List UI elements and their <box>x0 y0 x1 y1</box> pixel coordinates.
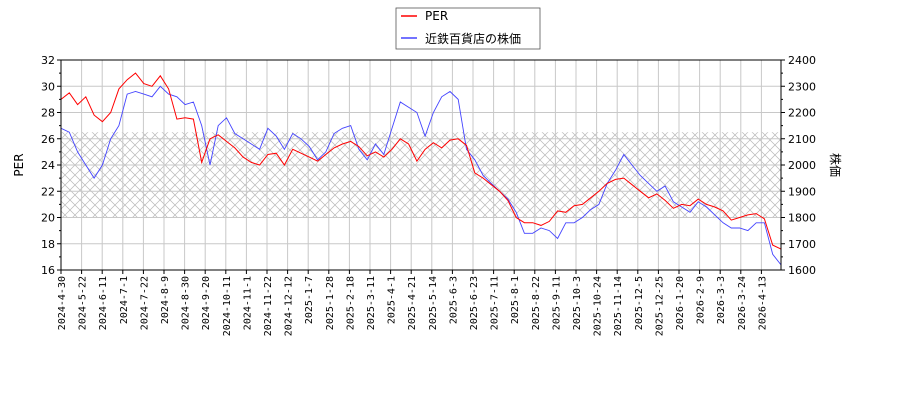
y-left-tick-label: 16 <box>41 264 55 277</box>
y-left-tick-label: 18 <box>41 238 55 251</box>
x-tick-label: 2025-3-11 <box>366 276 377 330</box>
y-left-tick-label: 30 <box>41 80 55 93</box>
y-left-tick-label: 32 <box>41 54 55 67</box>
x-tick-label: 2026-1-20 <box>675 276 686 330</box>
y-left-tick-label: 26 <box>41 133 55 146</box>
x-tick-label: 2025-6-23 <box>469 276 480 330</box>
y-right-tick-label: 1700 <box>788 238 816 251</box>
x-tick-label: 2024-8-9 <box>160 276 171 324</box>
x-tick-label: 2025-4-21 <box>407 276 418 330</box>
y-axis-right: 1600 1700 1800 1900 2000 2100 2200 2300 2400 <box>781 54 816 277</box>
x-tick-label: 2024-7-22 <box>139 276 150 330</box>
legend-price-label: 近鉄百貨店の株価 <box>425 31 521 46</box>
y-left-tick-label: 28 <box>41 107 55 120</box>
x-tick-label: 2025-8-1 <box>510 276 521 324</box>
x-tick-label: 2026-4-13 <box>757 276 768 330</box>
legend: PER 近鉄百貨店の株価 <box>395 7 541 50</box>
x-tick-label: 2025-5-14 <box>428 276 439 330</box>
y-right-tick-label: 2300 <box>788 80 816 93</box>
x-tick-label: 2025-12-5 <box>634 276 645 330</box>
plot-area <box>60 59 782 271</box>
x-tick-label: 2025-6-3 <box>448 276 459 324</box>
x-tick-label: 2024-11-22 <box>263 276 274 336</box>
x-tick-label: 2025-9-11 <box>551 276 562 330</box>
x-tick-label: 2024-8-30 <box>181 276 192 330</box>
x-tick-label: 2025-1-7 <box>304 276 315 324</box>
y-axis-right-title: 株価 <box>828 153 843 177</box>
shaded-band <box>61 132 781 218</box>
y-right-tick-label: 2100 <box>788 133 816 146</box>
x-axis: 2024-4-30 2024-5-22 2024-6-11 2024-7-1 2024-… <box>57 270 768 336</box>
x-tick-label: 2024-6-11 <box>98 276 109 330</box>
x-tick-label: 2025-12-25 <box>654 276 665 336</box>
y-right-tick-label: 2200 <box>788 107 816 120</box>
x-tick-label: 2025-4-1 <box>387 276 398 324</box>
y-left-tick-label: 22 <box>41 185 55 198</box>
x-tick-label: 2024-12-12 <box>284 276 295 336</box>
x-tick-label: 2025-1-28 <box>325 276 336 330</box>
y-right-tick-label: 2400 <box>788 54 816 67</box>
y-axis-left: 16 18 20 22 24 26 28 30 32 <box>41 54 61 277</box>
x-tick-label: 2024-5-22 <box>78 276 89 330</box>
x-tick-label: 2025-10-3 <box>572 276 583 330</box>
y-right-tick-label: 1900 <box>788 185 816 198</box>
y-left-tick-label: 24 <box>41 159 55 172</box>
y-right-tick-label: 1600 <box>788 264 816 277</box>
x-tick-label: 2024-7-1 <box>119 276 130 324</box>
price-line <box>61 85 781 266</box>
x-tick-label: 2025-10-24 <box>593 276 604 336</box>
y-axis-left-title: PER <box>12 153 26 176</box>
x-tick-label: 2026-2-9 <box>696 276 707 324</box>
x-tick-label: 2025-2-18 <box>345 276 356 330</box>
x-tick-label: 2024-10-11 <box>222 276 233 336</box>
x-tick-label: 2026-3-24 <box>737 276 748 330</box>
x-tick-label: 2024-4-30 <box>57 276 68 330</box>
y-right-tick-label: 2000 <box>788 159 816 172</box>
y-left-tick-label: 20 <box>41 212 55 225</box>
legend-per-label: PER <box>425 9 448 23</box>
y-right-tick-label: 1800 <box>788 212 816 225</box>
x-tick-label: 2025-7-11 <box>490 276 501 330</box>
per-line <box>61 72 781 250</box>
x-tick-label: 2024-9-20 <box>201 276 212 330</box>
x-tick-label: 2025-11-14 <box>613 276 624 336</box>
x-tick-label: 2024-11-1 <box>242 276 253 330</box>
x-tick-label: 2026-3-3 <box>716 276 727 324</box>
x-tick-label: 2025-8-22 <box>531 276 542 330</box>
